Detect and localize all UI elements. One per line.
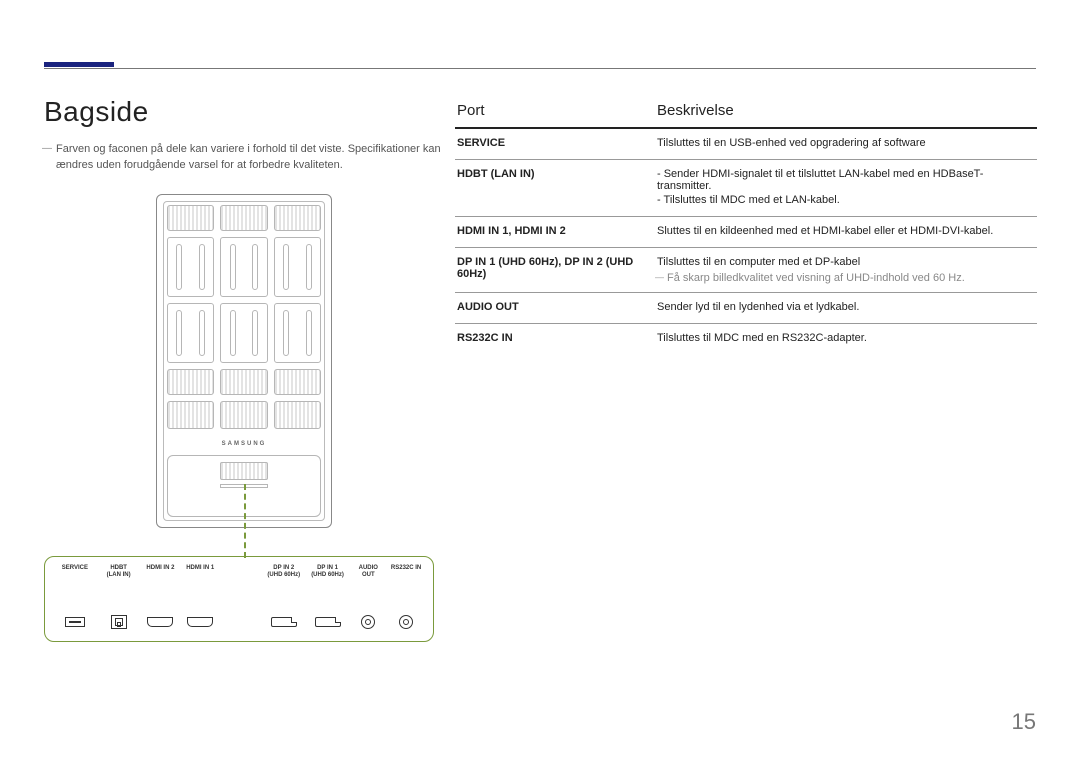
strip-port [97,615,141,629]
strip-label: RS232C IN [387,565,425,578]
jack-port-icon [399,615,413,629]
strip-label: DP IN 1(UHD 60Hz) [306,565,350,578]
brand-label: SAMSUNG [157,441,331,447]
port-name: SERVICE [455,128,655,160]
panel-mini [220,462,268,480]
port-strip: SERVICEHDBT(LAN IN)HDMI IN 2HDMI IN 1 DP … [44,556,434,642]
device-diagram: SAMSUNG [156,194,332,528]
usb-port-icon [65,617,85,627]
jack-port-icon [361,615,375,629]
table-row: HDBT (LAN IN)- Sender HDMI-signalet til … [455,160,1037,217]
port-strip-labels: SERVICEHDBT(LAN IN)HDMI IN 2HDMI IN 1 DP … [53,565,425,578]
th-desc: Beskrivelse [655,96,1037,128]
vent-row [167,369,321,395]
table-row: RS232C INTilsluttes til MDC med en RS232… [455,324,1037,355]
table-row: AUDIO OUTSender lyd til en lydenhed via … [455,293,1037,324]
hdmi-port-icon [147,617,173,627]
port-desc: - Sender HDMI-signalet til et tilsluttet… [655,160,1037,217]
hdmi-port-icon [187,617,213,627]
port-name: AUDIO OUT [455,293,655,324]
desc-line: Sender lyd til en lydenhed via et lydkab… [657,301,1031,313]
strip-label: HDMI IN 1 [180,565,220,578]
desc-note: Få skarp billedkvalitet ved visning af U… [657,272,1031,284]
desc-line: - Tilsluttes til MDC med et LAN-kabel. [657,194,1031,206]
desc-line: Tilsluttes til MDC med en RS232C-adapter… [657,332,1031,344]
callout-line [244,484,246,558]
desc-line: - Sender HDMI-signalet til et tilsluttet… [657,168,1031,192]
port-desc: Tilsluttes til en USB-enhed ved opgrader… [655,128,1037,160]
strip-port [349,615,387,629]
table-row: SERVICETilsluttes til en USB-enhed ved o… [455,128,1037,160]
strip-port [262,617,306,627]
port-name: DP IN 1 (UHD 60Hz), DP IN 2 (UHD 60Hz) [455,248,655,293]
port-desc: Sender lyd til en lydenhed via et lydkab… [655,293,1037,324]
device-outline: SAMSUNG [156,194,332,528]
strip-label: SERVICE [53,565,97,578]
dp-port-icon [271,617,297,627]
table-row: HDMI IN 1, HDMI IN 2Sluttes til en kilde… [455,217,1037,248]
strip-label [220,565,262,578]
port-name: RS232C IN [455,324,655,355]
port-name: HDBT (LAN IN) [455,160,655,217]
manual-page: Bagside Farven og faconen på dele kan va… [0,0,1080,763]
strip-port [53,617,97,627]
strip-label: HDBT(LAN IN) [97,565,141,578]
right-column: Port Beskrivelse SERVICETilsluttes til e… [455,96,1037,354]
th-port: Port [455,96,655,128]
vent-row [167,401,321,429]
port-name: HDMI IN 1, HDMI IN 2 [455,217,655,248]
port-desc: Tilsluttes til en computer med et DP-kab… [655,248,1037,293]
port-desc: Sluttes til en kildeenhed med et HDMI-ka… [655,217,1037,248]
port-strip-ports [53,615,425,629]
vent-row [167,205,321,231]
port-desc: Tilsluttes til MDC med en RS232C-adapter… [655,324,1037,355]
lan-port-icon [111,615,127,629]
desc-line: Tilsluttes til en USB-enhed ved opgrader… [657,137,1031,149]
strip-port [180,617,220,627]
table-row: DP IN 1 (UHD 60Hz), DP IN 2 (UHD 60Hz)Ti… [455,248,1037,293]
strip-port [141,617,181,627]
desc-line: Sluttes til en kildeenhed med et HDMI-ka… [657,225,1031,237]
note-text: Farven og faconen på dele kan variere i … [56,143,345,155]
strip-label: AUDIOOUT [349,565,387,578]
dp-port-icon [315,617,341,627]
strip-port [306,617,350,627]
section-heading: Bagside [44,96,444,128]
strip-label: DP IN 2(UHD 60Hz) [262,565,306,578]
vent-row [167,237,321,297]
note-line-1: Farven og faconen på dele kan variere i … [44,142,444,174]
page-number: 15 [1012,709,1036,735]
port-table: Port Beskrivelse SERVICETilsluttes til e… [455,96,1037,354]
strip-label: HDMI IN 2 [141,565,181,578]
left-column: Bagside Farven og faconen på dele kan va… [44,96,444,174]
strip-port [387,615,425,629]
header-rule [44,68,1036,69]
vent-row [167,303,321,363]
header-accent [44,62,114,67]
desc-line: Tilsluttes til en computer med et DP-kab… [657,256,1031,268]
